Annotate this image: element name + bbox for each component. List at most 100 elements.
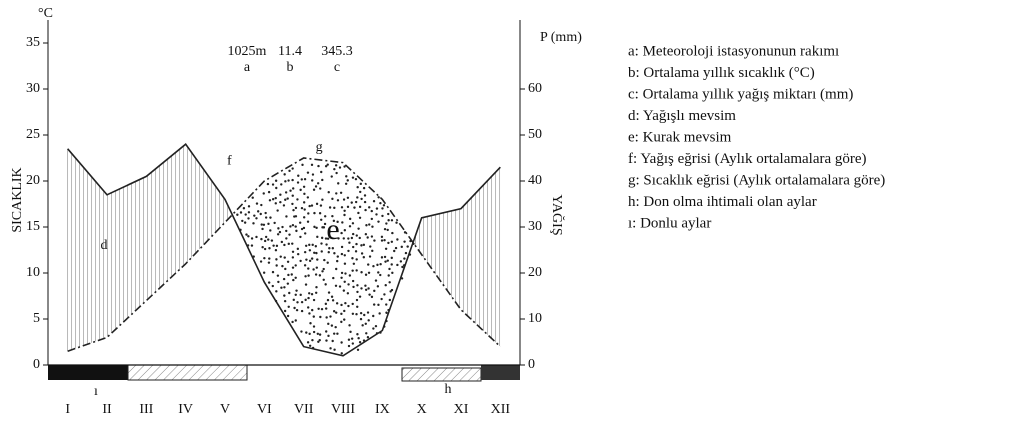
arid-dot	[351, 302, 354, 306]
arid-dot	[350, 337, 354, 340]
arid-dot	[356, 348, 360, 352]
arid-dot	[358, 205, 362, 209]
arid-dot	[344, 272, 347, 275]
arid-dot	[351, 257, 354, 260]
arid-dot	[284, 267, 287, 271]
arid-dot	[287, 242, 290, 246]
arid-dot	[349, 330, 352, 334]
arid-dot	[317, 340, 320, 344]
arid-dot	[283, 294, 286, 297]
arid-dot	[338, 166, 342, 169]
arid-dot	[300, 206, 304, 210]
arid-dot	[351, 342, 355, 345]
arid-dot	[377, 220, 380, 223]
arid-dot	[390, 263, 393, 266]
arid-dot	[269, 229, 272, 232]
arid-dot	[343, 165, 346, 168]
arid-dot	[256, 210, 260, 213]
arid-dot	[303, 264, 307, 267]
series-line	[67, 143, 501, 357]
arid-dot	[264, 211, 267, 215]
arid-dot	[300, 178, 303, 181]
arid-dot	[303, 178, 307, 181]
arid-dot	[287, 179, 290, 182]
arid-dot	[308, 243, 311, 247]
arid-dot	[340, 312, 343, 316]
arid-dot	[314, 273, 318, 276]
arid-dot	[381, 214, 384, 218]
arid-dot	[383, 239, 386, 242]
arid-dot	[367, 319, 370, 322]
arid-dot	[260, 223, 263, 226]
arid-dot	[300, 227, 304, 231]
legend-note: f: Yağış eğrisi (Aylık ortalamalara göre…	[628, 151, 867, 167]
arid-dot	[351, 232, 355, 236]
arid-dot	[279, 255, 282, 258]
arid-dot	[243, 221, 247, 224]
arid-dot	[354, 177, 358, 181]
arid-dot	[359, 317, 363, 321]
arid-dot	[356, 186, 359, 189]
arid-dot	[294, 206, 298, 210]
arid-dot	[340, 271, 344, 275]
arid-dot	[294, 293, 297, 297]
arid-dot	[370, 209, 373, 213]
arid-dot	[356, 290, 359, 294]
arid-dot	[324, 302, 328, 306]
arid-dot	[322, 278, 325, 281]
arid-dot	[390, 219, 394, 222]
arid-dot	[308, 332, 311, 336]
arid-dot	[297, 174, 300, 177]
arid-dot	[352, 262, 356, 265]
arid-dot	[302, 201, 306, 204]
arid-dot	[390, 288, 394, 292]
arid-dot	[368, 206, 371, 209]
arid-dot	[377, 271, 380, 274]
arid-dot	[255, 217, 258, 220]
x-tick-label: XII	[491, 402, 511, 417]
arid-dot	[303, 232, 307, 235]
arid-dot	[277, 280, 280, 284]
arid-dot	[387, 241, 390, 245]
arid-dot	[307, 274, 310, 277]
arid-dot	[268, 247, 271, 250]
possible-frost-bar	[127, 364, 248, 381]
arid-dot	[311, 173, 315, 176]
arid-dot	[286, 197, 289, 200]
arid-dot	[310, 163, 314, 167]
y2-tick-label: 50	[528, 127, 542, 142]
arid-dot	[354, 250, 358, 253]
arid-dot	[264, 235, 268, 239]
y-tick-label: 30	[26, 81, 40, 96]
arid-dot	[327, 322, 330, 326]
arid-dot	[355, 234, 358, 237]
arid-dot	[267, 281, 271, 284]
arid-dot	[316, 235, 319, 239]
arid-dot	[332, 332, 336, 335]
arid-dot	[365, 332, 368, 335]
arid-dot	[393, 249, 396, 253]
arid-dot	[336, 332, 339, 335]
arid-dot	[314, 185, 318, 188]
arid-dot	[333, 348, 336, 351]
arid-dot	[255, 235, 258, 239]
arid-dot	[329, 347, 332, 350]
arid-dot	[335, 171, 338, 175]
arid-dot	[308, 344, 312, 348]
arid-dot	[261, 227, 264, 231]
series-line	[67, 157, 501, 352]
arid-dot	[325, 243, 328, 246]
arid-dot	[360, 244, 363, 247]
legend-note: d: Yağışlı mevsim	[628, 108, 736, 124]
arid-dot	[247, 205, 251, 208]
arid-dot	[360, 287, 363, 290]
y-tick-label: 20	[26, 173, 40, 188]
y2-tick-label: 60	[528, 81, 542, 96]
arid-dot	[330, 295, 334, 298]
arid-dot	[369, 245, 372, 248]
arid-dot	[275, 258, 278, 261]
arid-dot	[282, 277, 286, 281]
arid-dot	[333, 252, 336, 255]
arid-dot	[276, 233, 280, 236]
arid-dot	[340, 231, 343, 235]
